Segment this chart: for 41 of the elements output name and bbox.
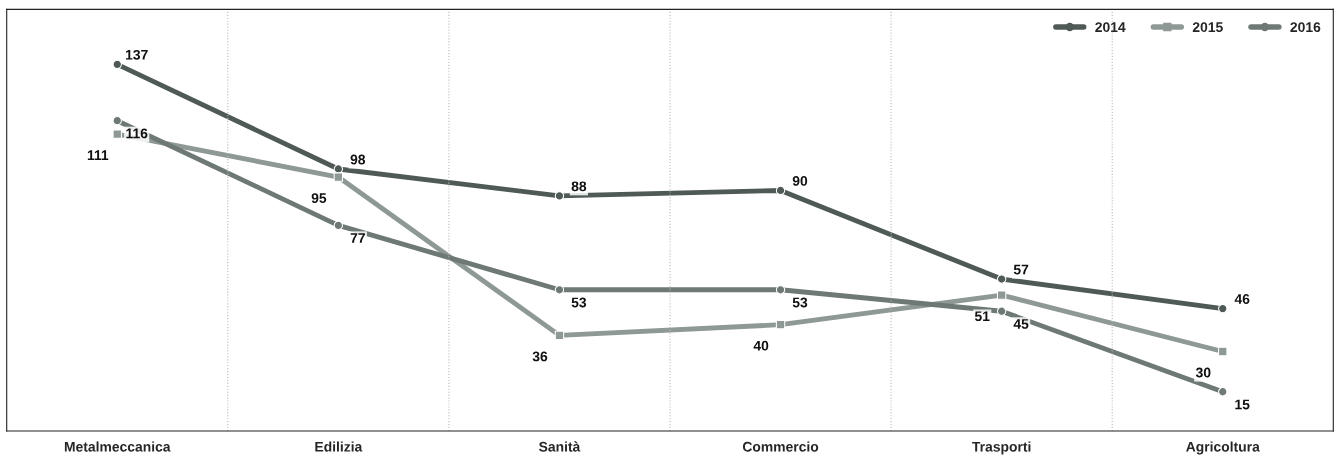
- point: [996, 290, 1007, 300]
- point: [333, 220, 344, 231]
- data-label: 15: [1235, 399, 1250, 410]
- legend-label: 2015: [1192, 22, 1223, 33]
- data-label: 53: [571, 297, 587, 308]
- x-tick-label: Trasporti: [972, 441, 1031, 455]
- point: [996, 274, 1007, 284]
- point: [554, 191, 565, 201]
- point: [996, 306, 1007, 316]
- data-label: 51: [974, 311, 990, 322]
- data-label: 88: [571, 181, 587, 192]
- point: [112, 129, 122, 139]
- data-label: 57: [1013, 264, 1029, 275]
- x-tick-label: Sanità: [539, 441, 581, 452]
- point: [112, 116, 122, 126]
- data-label: 77: [350, 233, 365, 243]
- data-label: 30: [1195, 367, 1211, 378]
- data-label: 53: [792, 297, 808, 308]
- data-label: 45: [1013, 319, 1029, 329]
- data-label: 98: [350, 154, 366, 165]
- point: [333, 172, 344, 182]
- point: [1218, 387, 1228, 397]
- point: [775, 285, 786, 295]
- data-label: 90: [792, 176, 808, 186]
- data-label: 111: [87, 150, 109, 160]
- data-label: 137: [125, 49, 148, 60]
- x-tick-label: Commercio: [742, 441, 819, 452]
- data-label: 116: [126, 128, 148, 139]
- point: [775, 185, 786, 196]
- point: [554, 285, 565, 295]
- legend-label: 2014: [1095, 22, 1126, 33]
- data-label: 40: [753, 340, 769, 351]
- data-label: 95: [311, 193, 327, 203]
- x-tick-label: Edilizia: [315, 441, 363, 452]
- data-label: 36: [532, 351, 548, 362]
- point: [1218, 346, 1228, 357]
- x-tick-label: Agricoltura: [1186, 441, 1260, 455]
- legend-label: 2016: [1290, 22, 1321, 33]
- point: [112, 59, 122, 70]
- data-label: 46: [1234, 294, 1250, 304]
- x-tick-label: Metalmeccanica: [64, 441, 171, 452]
